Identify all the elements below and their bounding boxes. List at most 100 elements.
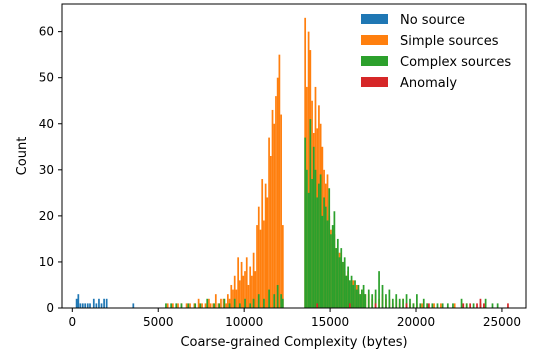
no-source-bar [105,298,108,308]
complex-sources-bar [436,303,439,308]
complex-sources-bar [228,303,231,308]
complex-sources-bar [326,220,329,308]
complex-sources-bar [323,197,325,308]
complex-sources-bar [362,284,365,308]
simple-sources-bar [453,303,456,308]
complex-sources-bar [319,174,322,308]
simple-sources-bar [247,284,250,308]
anomaly-bar [348,303,351,308]
simple-sources-bar [433,303,435,308]
complex-sources-bar [409,298,411,308]
complex-sources-bar [281,298,284,308]
complex-sources-bar [405,294,408,308]
complex-sources-bar [213,303,215,308]
x-tick-label: 25000 [483,315,521,329]
complex-sources-bar [180,303,183,308]
no-source-bar [92,298,95,308]
complex-sources-bar [206,298,209,308]
complex-sources-bar [419,303,422,308]
complex-sources-bar [357,284,360,308]
no-source-bar [95,303,98,308]
y-tick-label: 10 [39,255,54,269]
complex-sources-bar [378,271,380,308]
no-source-bar [98,298,100,308]
simple-sources-bar [280,114,282,308]
simple-sources-bar [189,303,191,308]
complex-sources-bar [306,169,308,308]
simple-sources-bar [259,229,262,308]
simple-sources-bar [214,294,217,308]
complex-sources-bar [170,303,172,308]
simple-sources-bar [251,275,253,308]
histogram-bars [75,17,509,309]
no-source-bar [81,303,84,308]
complex-sources-bar [446,303,449,308]
y-axis-ticks: 0 10 20 30 40 50 60 [39,25,62,315]
complex-sources-bar [395,294,398,308]
complex-sources-bar [343,257,346,308]
complex-sources-bar [311,179,313,308]
plot-frame [61,3,527,309]
simple-sources-bar [307,31,310,308]
complex-sources-bar [239,303,241,308]
y-axis-label: Count [15,137,30,176]
no-source-bar [84,303,87,308]
complex-sources-bar [336,238,339,308]
simple-sources-bar [185,303,188,308]
complex-sources-bar [342,261,344,308]
anomaly-bar [507,303,509,308]
legend: No source Simple sources Complex sources An… [361,13,511,91]
x-tick-label: 5000 [143,315,174,329]
simple-sources-bar [239,280,241,308]
complex-sources-bar [496,303,499,308]
legend-label-simple-sources: Simple sources [400,34,499,49]
simple-sources-bar [201,303,203,308]
simple-sources-bar [275,96,277,309]
simple-sources-bar [230,284,233,308]
x-axis-label: Coarse-grained Complexity (bytes) [180,335,407,350]
complex-sources-bar [199,303,202,308]
complex-sources-bar [422,298,425,308]
complex-sources-bar [426,303,429,308]
complex-sources-bar [330,234,332,308]
legend-swatch-anomaly [361,77,388,87]
complex-sources-bar [165,303,167,308]
complex-sources-bar [361,289,363,308]
no-source-bar [75,298,78,308]
complex-sources-bar [402,298,404,308]
y-tick-label: 50 [39,71,54,85]
complex-sources-bar [316,197,319,308]
complex-sources-bar [233,298,236,308]
complex-sources-bar [465,303,468,308]
simple-sources-bar [177,303,179,308]
complex-sources-bar [398,298,401,308]
complex-sources-bar [381,284,384,308]
complex-sources-bar [431,303,434,308]
simple-sources-bar [421,303,423,308]
no-source-bar [132,303,135,308]
complex-sources-bar [324,206,327,308]
complex-sources-bar [340,248,343,308]
simple-sources-bar [263,220,265,308]
simple-sources-bar [244,271,246,308]
complex-sources-bar [374,289,377,308]
complex-sources-bar [364,294,367,308]
simple-sources-bar [278,54,281,308]
complex-sources-bar [249,303,252,308]
anomaly-bar [479,298,482,308]
complex-sources-bar [491,303,494,308]
x-axis-ticks: 0 5000 10000 15000 20000 25000 [68,308,521,329]
simple-sources-bar [266,197,269,308]
complex-sources-bar [187,303,190,308]
complex-sources-bar [460,298,463,308]
y-tick-label: 30 [39,163,54,177]
complex-sources-bar [263,298,265,308]
complex-sources-bar [385,294,387,308]
simple-sources-bar [254,271,257,308]
complex-sources-bar [338,257,341,308]
anomaly-bar [428,303,430,308]
complex-sources-bar [307,192,310,308]
anomaly-bar [476,303,478,308]
legend-label-anomaly: Anomaly [400,76,457,91]
simple-sources-bar [171,303,174,308]
